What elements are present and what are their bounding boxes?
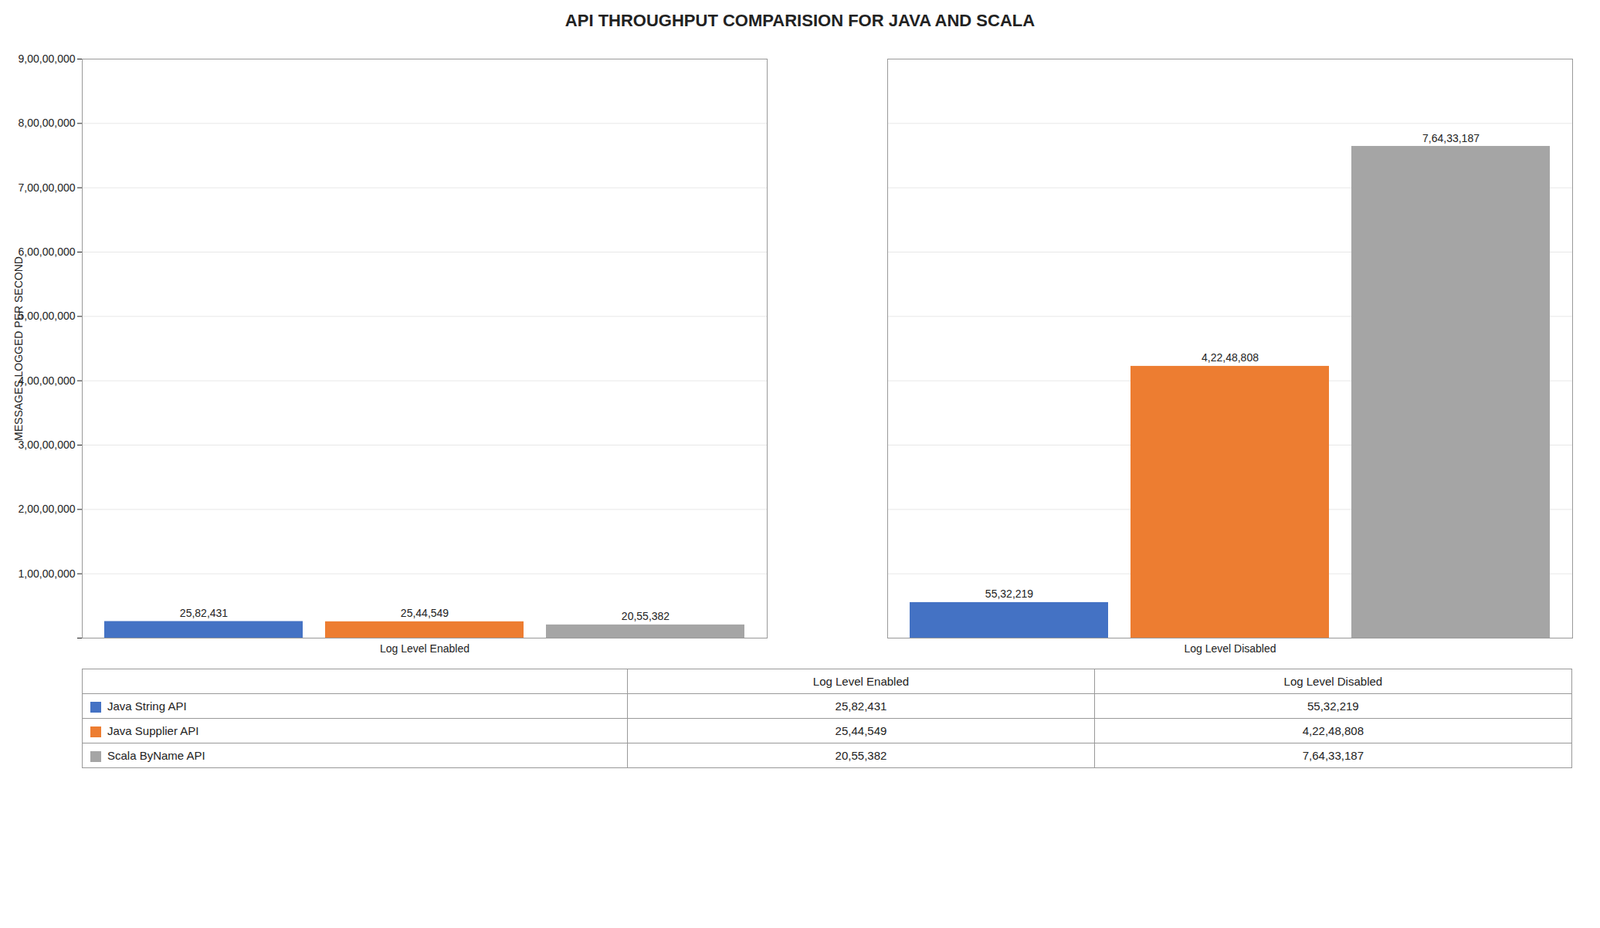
- html-text:25,82,431: 25,82,431: [835, 699, 887, 713]
- html-text:Scala ByName API: Scala ByName API: [107, 749, 206, 763]
- svg-text:MESSAGES LOGGED PER SECOND: MESSAGES LOGGED PER SECOND: [12, 256, 25, 441]
- svg-text:9,00,00,000: 9,00,00,000: [18, 52, 76, 65]
- html-text:20,55,382: 20,55,382: [835, 749, 887, 763]
- html-text:Java Supplier API: Java Supplier API: [107, 724, 199, 738]
- html-text:7,64,33,187: 7,64,33,187: [1302, 749, 1364, 763]
- svg-text:1,00,00,000: 1,00,00,000: [18, 567, 76, 580]
- svg-text:Log Level Enabled: Log Level Enabled: [379, 642, 470, 655]
- svg-text:55,32,219: 55,32,219: [985, 587, 1034, 600]
- svg-text:4,00,00,000: 4,00,00,000: [18, 374, 76, 387]
- svg-text:7,00,00,000: 7,00,00,000: [18, 181, 76, 194]
- svg-text:2,00,00,000: 2,00,00,000: [18, 502, 76, 516]
- html-text:25,44,549: 25,44,549: [835, 724, 887, 738]
- svg-text:4,22,48,808: 4,22,48,808: [1201, 351, 1259, 364]
- html-text:Log Level Enabled: Log Level Enabled: [812, 674, 909, 689]
- svg-text:6,00,00,000: 6,00,00,000: [18, 245, 76, 258]
- html-text:Log Level Disabled: Log Level Disabled: [1283, 674, 1383, 689]
- svg-text:Log Level Disabled: Log Level Disabled: [1183, 642, 1276, 655]
- html-text:Java String API: Java String API: [107, 699, 187, 713]
- svg-text:25,82,431: 25,82,431: [179, 606, 228, 620]
- svg-text:20,55,382: 20,55,382: [621, 610, 670, 623]
- svg-text:7,64,33,187: 7,64,33,187: [1422, 132, 1480, 145]
- svg-text:8,00,00,000: 8,00,00,000: [18, 116, 76, 129]
- svg-text:3,00,00,000: 3,00,00,000: [18, 438, 76, 451]
- html-text:API THROUGHPUT COMPARISION FOR: API THROUGHPUT COMPARISION FOR JAVA AND …: [565, 10, 1035, 31]
- svg-text:5,00,00,000: 5,00,00,000: [18, 309, 76, 323]
- html-text:55,32,219: 55,32,219: [1307, 699, 1359, 713]
- svg-text:25,44,549: 25,44,549: [400, 606, 449, 620]
- html-text:4,22,48,808: 4,22,48,808: [1302, 724, 1364, 738]
